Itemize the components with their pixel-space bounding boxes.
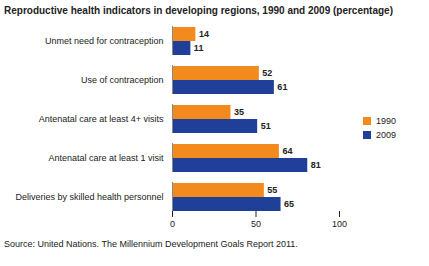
html-text:2009: 2009	[376, 130, 396, 140]
svg-text:Deliveries by skilled health p: Deliveries by skilled health personnel	[15, 192, 163, 202]
svg-text:0: 0	[170, 219, 175, 229]
svg-text:55: 55	[267, 185, 277, 195]
svg-text:50: 50	[251, 219, 261, 229]
svg-text:Use of contraception: Use of contraception	[81, 75, 164, 85]
svg-text:Antenatal care at least 1 visi: Antenatal care at least 1 visit	[48, 153, 164, 163]
svg-text:11: 11	[194, 43, 204, 53]
svg-text:Unmet need for contraception: Unmet need for contraception	[45, 36, 164, 46]
svg-text:64: 64	[282, 146, 292, 156]
svg-text:35: 35	[234, 107, 244, 117]
svg-text:14: 14	[199, 29, 209, 39]
html-text:1990: 1990	[376, 116, 396, 126]
html-text:Source: United Nations. The Mi: Source: United Nations. The Millennium D…	[4, 239, 298, 249]
svg-text:65: 65	[284, 199, 294, 209]
svg-text:52: 52	[262, 68, 272, 78]
html-text:Reproductive health indicators: Reproductive health indicators in develo…	[4, 5, 393, 16]
svg-text:81: 81	[311, 160, 321, 170]
svg-text:51: 51	[261, 121, 271, 131]
svg-text:Antenatal care at least 4+ vis: Antenatal care at least 4+ visits	[39, 114, 164, 124]
svg-text:100: 100	[332, 219, 347, 229]
svg-text:61: 61	[277, 82, 287, 92]
